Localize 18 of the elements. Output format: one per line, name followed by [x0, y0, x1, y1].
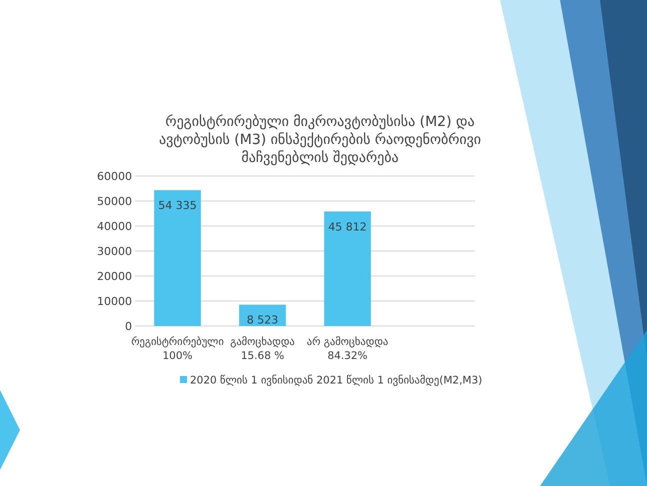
- y-tick-label: 40000: [97, 220, 132, 233]
- legend-label: 2020 წლის 1 ივნისიდან 2021 წლის 1 ივნისამდე(M2,M3): [190, 374, 482, 387]
- y-tick-label: 20000: [97, 270, 132, 283]
- text: 8 523: [246, 314, 278, 327]
- y-tick-label: 50000: [97, 194, 132, 208]
- y-tick-label: 60000: [97, 170, 132, 183]
- x-tick-label: რეგისტრირებული 100%: [131, 336, 224, 362]
- bar: [324, 211, 371, 326]
- text: 45 812: [328, 220, 367, 234]
- text: 54 335: [158, 199, 197, 212]
- y-tick-label: 10000: [97, 294, 132, 308]
- chart-title: რეგისტრირებული მიკროავტობუსისა (M2) და ავტობუსის (M3) ინსპექტირების რაოდენობრივი მაჩვენებლის შედარება: [158, 114, 482, 166]
- x-tick-label: არ გამოცხადდა 84.32%: [306, 336, 388, 362]
- bar: [239, 304, 286, 326]
- x-tick-label: გამოცხადდა 15.68 %: [230, 336, 295, 362]
- y-tick-label: 0: [125, 320, 132, 333]
- bar: [154, 190, 201, 326]
- y-tick-label: 30000: [97, 244, 132, 258]
